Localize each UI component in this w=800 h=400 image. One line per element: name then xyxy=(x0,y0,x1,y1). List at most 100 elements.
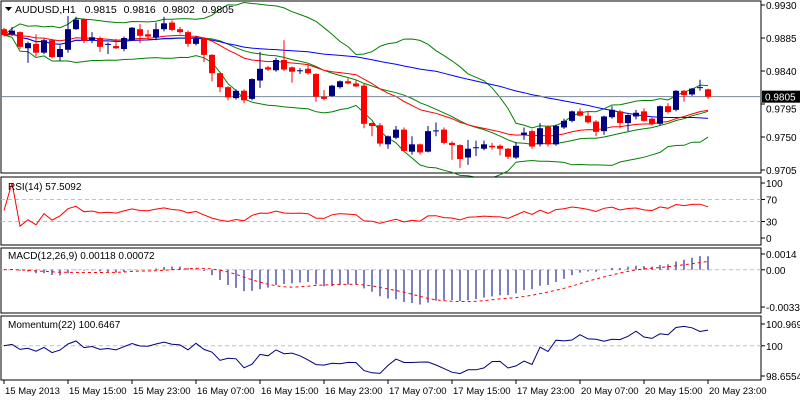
candle[interactable] xyxy=(321,90,327,101)
candle[interactable] xyxy=(49,38,55,59)
candle[interactable] xyxy=(577,108,583,117)
candle[interactable] xyxy=(425,126,431,153)
candle[interactable] xyxy=(153,22,159,41)
candle[interactable] xyxy=(521,127,527,140)
candle[interactable] xyxy=(465,139,471,165)
candle[interactable] xyxy=(33,34,39,57)
candle[interactable] xyxy=(625,114,631,132)
candle[interactable] xyxy=(553,124,559,146)
candle[interactable] xyxy=(649,117,655,126)
candle[interactable] xyxy=(65,16,71,53)
candle[interactable] xyxy=(569,110,575,123)
candle[interactable] xyxy=(161,16,167,32)
candle[interactable] xyxy=(25,41,31,63)
candle[interactable] xyxy=(217,72,223,93)
candle[interactable] xyxy=(681,90,687,102)
candle-body xyxy=(217,73,223,88)
candle-body xyxy=(89,37,95,41)
candle[interactable] xyxy=(1,27,7,37)
candle[interactable] xyxy=(529,129,535,149)
candle[interactable] xyxy=(457,144,463,168)
candle[interactable] xyxy=(9,27,15,36)
candle[interactable] xyxy=(665,103,671,114)
rsi-panel[interactable] xyxy=(0,176,762,246)
candle[interactable] xyxy=(305,64,311,75)
candle[interactable] xyxy=(185,30,191,47)
candle[interactable] xyxy=(689,87,695,96)
candle[interactable] xyxy=(233,89,239,100)
candle[interactable] xyxy=(329,84,335,97)
candle[interactable] xyxy=(313,73,319,102)
candle-body xyxy=(337,81,343,88)
candle[interactable] xyxy=(81,18,87,44)
candle[interactable] xyxy=(137,24,143,44)
candle[interactable] xyxy=(433,122,439,137)
price-panel[interactable] xyxy=(0,0,762,180)
candle[interactable] xyxy=(601,115,607,135)
candle[interactable] xyxy=(705,88,711,99)
candle[interactable] xyxy=(265,65,271,71)
candle[interactable] xyxy=(257,51,263,88)
candle[interactable] xyxy=(89,32,95,44)
candle[interactable] xyxy=(585,112,591,124)
candle[interactable] xyxy=(57,45,63,61)
candle[interactable] xyxy=(505,148,511,159)
candle[interactable] xyxy=(41,38,47,55)
candle[interactable] xyxy=(273,57,279,72)
candle[interactable] xyxy=(417,143,423,155)
momentum-panel[interactable] xyxy=(0,315,762,381)
candle[interactable] xyxy=(641,108,647,122)
candle[interactable] xyxy=(121,36,127,52)
candle[interactable] xyxy=(513,142,519,159)
candle[interactable] xyxy=(337,80,343,89)
candle[interactable] xyxy=(105,42,111,55)
candle[interactable] xyxy=(489,142,495,150)
candle[interactable] xyxy=(545,125,551,147)
candle[interactable] xyxy=(633,109,639,120)
candle[interactable] xyxy=(73,16,79,30)
candle[interactable] xyxy=(481,140,487,151)
candle[interactable] xyxy=(697,79,703,91)
candle[interactable] xyxy=(297,68,303,74)
candle[interactable] xyxy=(353,80,359,88)
candle[interactable] xyxy=(169,20,175,32)
candle[interactable] xyxy=(609,106,615,119)
macd-panel[interactable] xyxy=(0,247,762,314)
candle[interactable] xyxy=(409,136,415,155)
candle[interactable] xyxy=(201,37,207,63)
candle[interactable] xyxy=(473,140,479,157)
candle[interactable] xyxy=(673,90,679,112)
candle[interactable] xyxy=(281,40,287,71)
candle[interactable] xyxy=(249,78,255,101)
dropdown-triangle-icon[interactable] xyxy=(5,7,12,11)
candle[interactable] xyxy=(177,27,183,34)
candle[interactable] xyxy=(617,109,623,129)
candle[interactable] xyxy=(593,120,599,137)
candle[interactable] xyxy=(209,54,215,82)
candle[interactable] xyxy=(561,118,567,129)
candle-body xyxy=(169,22,175,30)
candle[interactable] xyxy=(385,135,391,149)
candle[interactable] xyxy=(145,29,151,41)
candle[interactable] xyxy=(129,27,135,41)
candle[interactable] xyxy=(113,38,119,49)
candle[interactable] xyxy=(361,83,367,129)
candle[interactable] xyxy=(193,36,199,46)
candle[interactable] xyxy=(401,127,407,152)
candle[interactable] xyxy=(497,144,503,156)
candle[interactable] xyxy=(657,105,663,126)
candle[interactable] xyxy=(449,141,455,160)
candle[interactable] xyxy=(241,89,247,104)
candle[interactable] xyxy=(225,86,231,101)
candle[interactable] xyxy=(441,127,447,145)
candle[interactable] xyxy=(393,126,399,140)
candle[interactable] xyxy=(97,36,103,52)
candle[interactable] xyxy=(289,66,295,83)
candle[interactable] xyxy=(345,78,351,85)
candle[interactable] xyxy=(369,122,375,137)
candle[interactable] xyxy=(377,123,383,147)
candle[interactable] xyxy=(537,123,543,147)
candle[interactable] xyxy=(17,31,23,49)
